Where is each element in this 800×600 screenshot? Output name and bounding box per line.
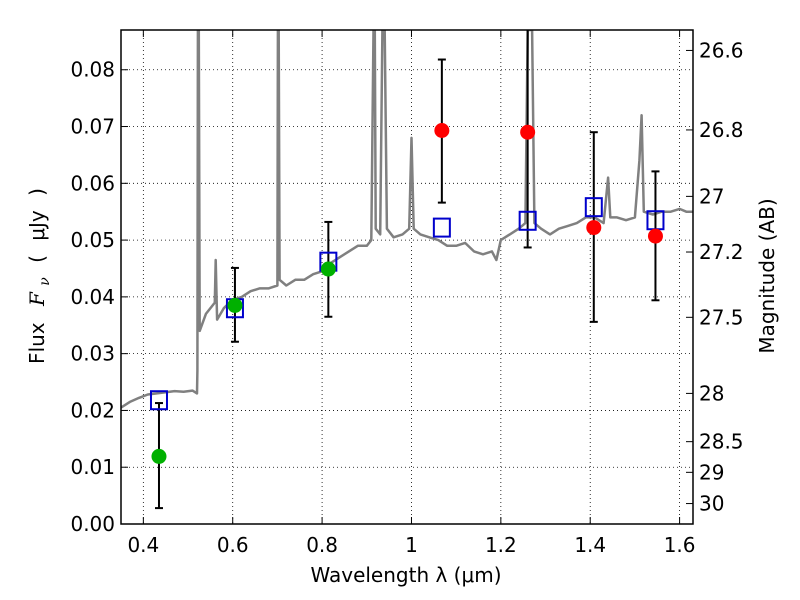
y-axis-label-flux: Flux — [25, 322, 49, 364]
right-tick-label: 26.6 — [699, 38, 744, 62]
right-tick-label: 30 — [699, 492, 724, 516]
y-axis-label-close-paren: ) — [25, 188, 49, 196]
y-tick-label: 0.03 — [70, 342, 115, 366]
model-photometry-point — [149, 390, 168, 411]
right-tick-label: 27.5 — [699, 305, 744, 329]
y-tick-label: 0.01 — [70, 455, 115, 479]
y-tick-label: 0.07 — [70, 115, 115, 139]
grid-lines — [121, 30, 693, 525]
x-tick-label: 0.4 — [127, 533, 159, 557]
right-tick-label: 28.5 — [699, 430, 744, 454]
y-tick-label: 0.04 — [70, 285, 115, 309]
x-tick-label: 1 — [405, 533, 418, 557]
observed-flux-point — [586, 220, 602, 236]
tick-labels: 0.4 0.6 0.8 1 1.2 1.4 1.6 0.00 0.01 0.02 0.03 0.04 0… — [70, 38, 743, 557]
x-tick-label: 1.2 — [485, 533, 517, 557]
right-tick-label: 29 — [699, 460, 724, 484]
y-tick-label: 0.05 — [70, 228, 115, 252]
observed-flux-point — [520, 124, 536, 140]
x-tick-label: 1.4 — [574, 533, 606, 557]
observed-flux-point — [227, 297, 243, 313]
right-tick-label: 28 — [699, 381, 724, 405]
axis-ticks — [121, 30, 693, 525]
x-tick-label: 1.6 — [664, 533, 696, 557]
plot-series — [121, 30, 693, 510]
y-tick-label: 0.06 — [70, 171, 115, 195]
observed-flux-point — [151, 448, 167, 464]
y-axis-label-symbol: F — [25, 291, 49, 307]
y-axis-label-unit: μJy — [25, 210, 49, 241]
x-axis-label: Wavelength λ (μm) — [310, 563, 501, 587]
model-photometry-point — [518, 210, 537, 231]
observed-flux-point — [434, 123, 450, 139]
right-tick-label: 27.2 — [699, 240, 744, 264]
model-photometry-point — [432, 217, 451, 238]
observed-flux-point — [320, 261, 336, 277]
y-axis-label: Flux F ν ( μJy ) — [25, 188, 54, 364]
y-axis-label-open-paren: ( — [25, 255, 49, 263]
y-tick-label: 0.00 — [70, 512, 115, 536]
right-axis-label: Magnitude (AB) — [755, 198, 779, 353]
y-tick-label: 0.02 — [70, 398, 115, 422]
y-tick-label: 0.08 — [70, 58, 115, 82]
right-tick-label: 27 — [699, 184, 724, 208]
y-axis-label-subscript: ν — [37, 277, 53, 286]
x-tick-label: 0.8 — [306, 533, 338, 557]
observed-flux-point — [647, 228, 663, 244]
right-tick-label: 26.8 — [699, 118, 744, 142]
spectrum-line — [121, 30, 693, 409]
model-photometry-point — [584, 197, 603, 218]
plot-frame — [120, 29, 694, 525]
x-tick-label: 0.6 — [217, 533, 249, 557]
